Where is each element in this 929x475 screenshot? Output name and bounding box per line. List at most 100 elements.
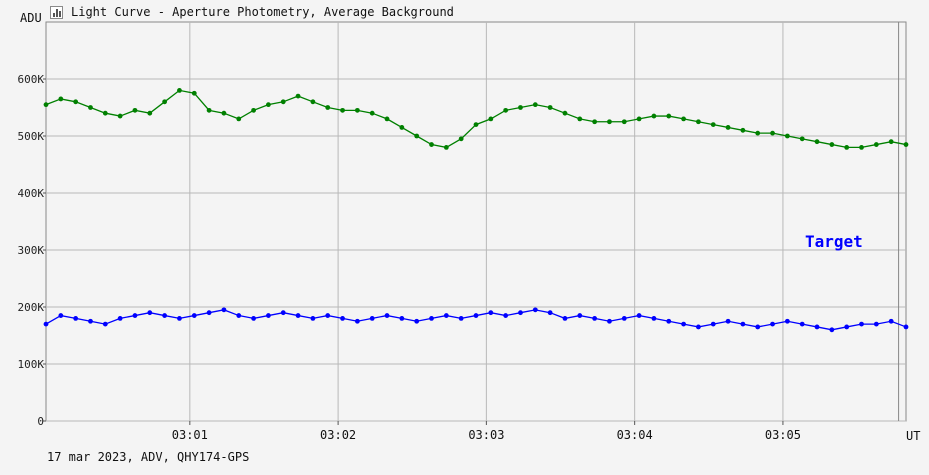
data-point [873,142,879,147]
data-point [518,105,523,110]
data-point [799,136,805,142]
data-point [414,133,420,139]
data-point [280,99,286,105]
data-point [784,133,790,139]
data-point [58,313,64,318]
data-point [636,313,642,318]
data-point [325,313,331,318]
data-point [310,99,316,105]
axis-layer: 0 100K 200K 300K 400K 500K 600K 03:01 03:02 03:03… [18,73,801,442]
y-axis-label: ADU [20,11,42,25]
data-point [547,105,553,110]
data-point [88,105,93,110]
y-tick-label: 400K [18,187,45,200]
data-point [666,318,672,324]
y-tick-label: 200K [18,301,45,314]
data-point [844,324,850,330]
data-point [503,107,509,113]
data-point [236,116,242,122]
data-point [414,318,420,324]
data-point [369,110,375,116]
data-point [562,316,568,321]
data-point [488,116,494,122]
data-point [295,93,301,99]
data-point [325,105,331,110]
data-point [829,327,835,333]
data-point [102,321,108,327]
data-point [859,145,864,150]
data-point [710,122,716,127]
data-point [132,107,138,113]
title-bar: Light Curve - Aperture Photometry, Avera… [50,2,454,22]
y-tick-label: 600K [18,73,45,86]
data-point [221,307,227,313]
data-point [43,102,49,108]
data-point [903,324,909,330]
data-point [191,313,197,318]
data-point [251,107,256,113]
data-point [547,310,553,316]
data-point [473,313,479,318]
x-axis-label: UT [906,429,920,443]
data-point [681,321,686,327]
data-point [770,130,775,136]
series-layer [43,88,909,333]
data-point [888,139,894,145]
x-tick-label: 03:03 [468,428,504,442]
data-point [607,318,612,324]
data-point [666,113,672,119]
data-point [147,310,153,316]
data-point [280,310,286,316]
data-point [784,318,790,324]
data-point [696,119,701,125]
x-tick-label: 03:01 [172,428,208,442]
x-tick-label: 03:02 [320,428,356,442]
data-point [488,310,494,316]
x-tick-label: 03:04 [617,428,653,442]
data-point [888,318,894,324]
data-point [340,316,345,321]
data-point [384,116,390,122]
data-point [859,321,864,327]
data-point [725,318,731,324]
data-point [592,316,598,321]
chart-menu-icon[interactable] [50,5,63,19]
x-tick-label: 03:05 [765,428,801,442]
data-point [58,96,64,102]
data-point [681,116,686,122]
data-point [206,310,212,316]
data-point [740,321,746,327]
data-point [577,313,583,318]
data-point [458,136,464,142]
data-point [755,130,761,136]
data-point [88,318,93,324]
y-tick-label: 300K [18,244,45,257]
series-1 [43,307,909,333]
data-point [177,88,182,93]
data-point [399,125,405,130]
data-point [132,313,138,318]
footer-info: 17 mar 2023, ADV, QHY174-GPS [47,450,250,464]
plot-area [45,21,907,422]
data-point [429,316,434,321]
data-point [251,316,256,321]
y-tick-label: 0 [37,415,44,428]
data-point [354,107,360,113]
data-point [384,313,390,318]
data-point [443,145,449,150]
y-tick-label: 100K [18,358,45,371]
data-point [710,321,716,327]
data-point [592,119,598,125]
data-point [844,145,850,150]
data-point [607,119,612,125]
data-point [829,142,835,147]
data-point [310,316,316,321]
data-point [458,316,464,321]
data-point [162,313,168,318]
data-point [696,324,701,330]
data-point [191,90,197,96]
label-layer: Target [805,232,863,251]
data-point [117,316,123,321]
